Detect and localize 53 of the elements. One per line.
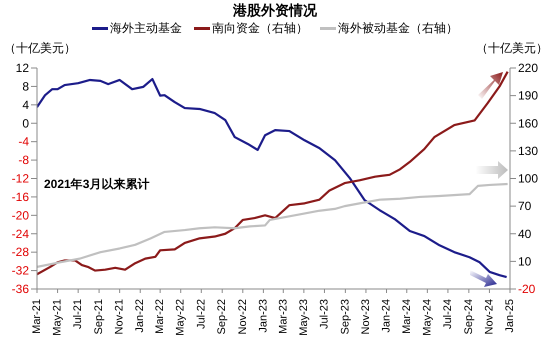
y-tick-label: -32 <box>12 264 30 278</box>
x-tick-label: Mar-21 <box>31 299 43 334</box>
x-tick-label: Sep-21 <box>93 299 106 334</box>
x-tick-label: Nov-21 <box>114 299 126 334</box>
x-tick-label: Jul-24 <box>442 299 454 329</box>
y2-tick-label: 70 <box>518 199 532 214</box>
x-tick-label: Mar-23 <box>277 299 290 334</box>
y2-axis-title: （十亿美元） <box>476 40 548 57</box>
x-tick-label: Jul-22 <box>195 299 208 329</box>
x-tick-label: Nov-24 <box>483 299 496 334</box>
y2-tick-label: 40 <box>518 226 532 241</box>
y-tick-label: -24 <box>12 226 30 241</box>
x-tick-label: May-24 <box>421 299 434 336</box>
x-tick-label: Sep-22 <box>216 299 228 334</box>
y2-tick-label: 10 <box>518 254 532 268</box>
y2-tick-label: 130 <box>518 144 538 158</box>
y-tick-label: 12 <box>16 61 30 75</box>
annotation: 2021年3月以来累计 <box>44 176 150 193</box>
y2-tick-label: 190 <box>518 88 538 103</box>
y-tick-label: -16 <box>12 190 30 204</box>
y-tick-label: -12 <box>12 172 30 186</box>
y2-tick-label: 220 <box>518 61 538 75</box>
y-tick-label: 0 <box>22 116 30 130</box>
x-tick-label: Mar-24 <box>400 299 413 334</box>
y-tick-label: -4 <box>18 134 30 149</box>
x-tick-label: Nov-22 <box>236 299 249 334</box>
y2-tick-label: 160 <box>518 116 538 130</box>
y-axis-title: （十亿美元） <box>4 40 76 57</box>
x-tick-label: Jan-22 <box>134 299 146 333</box>
x-tick-label: May-21 <box>52 299 64 336</box>
y-tick-label: 4 <box>22 98 30 112</box>
y-tick-label: -36 <box>12 282 30 296</box>
legend-label: 海外主动基金 <box>109 20 182 37</box>
x-tick-label: May-23 <box>298 299 310 336</box>
y-tick-label: -20 <box>12 208 30 222</box>
x-tick-label: Sep-24 <box>462 299 475 334</box>
y-tick-label: 8 <box>22 79 30 94</box>
y-tick-label: -28 <box>12 245 30 260</box>
x-tick-label: Mar-22 <box>154 299 166 334</box>
x-tick-label: Jan-23 <box>257 299 270 333</box>
x-tick-label: Jan-25 <box>504 299 516 333</box>
chart-title: 港股外资情况 <box>232 2 318 20</box>
legend-label: 海外被动基金（右轴） <box>337 20 458 37</box>
x-tick-label: Sep-23 <box>339 299 352 334</box>
y-tick-label: -8 <box>18 153 30 168</box>
x-tick-label: Jul-21 <box>72 299 84 329</box>
x-tick-label: May-22 <box>174 299 187 336</box>
x-tick-label: Jan-24 <box>380 299 393 333</box>
legend-label: 南向资金（右轴） <box>211 20 308 37</box>
y2-tick-label: -20 <box>518 282 536 296</box>
y2-tick-label: 100 <box>518 172 538 186</box>
x-tick-label: Nov-23 <box>360 299 372 334</box>
x-tick-label: Jul-23 <box>318 299 330 329</box>
